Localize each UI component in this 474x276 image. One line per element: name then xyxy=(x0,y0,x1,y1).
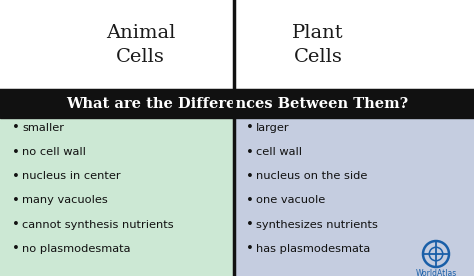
Text: Plant
Cells: Plant Cells xyxy=(292,24,344,66)
Bar xyxy=(0,90,474,118)
Text: •: • xyxy=(246,146,254,159)
Bar xyxy=(234,118,474,276)
Text: has plasmodesmata: has plasmodesmata xyxy=(256,244,370,254)
Text: cannot synthesis nutrients: cannot synthesis nutrients xyxy=(22,219,173,230)
Text: larger: larger xyxy=(256,123,290,133)
Text: •: • xyxy=(12,242,20,255)
Text: •: • xyxy=(246,194,254,207)
Text: synthesizes nutrients: synthesizes nutrients xyxy=(256,219,378,230)
Text: cell wall: cell wall xyxy=(256,147,302,157)
Text: smaller: smaller xyxy=(22,123,64,133)
Text: many vacuoles: many vacuoles xyxy=(22,195,108,205)
Bar xyxy=(0,0,474,90)
Text: •: • xyxy=(246,218,254,231)
Text: •: • xyxy=(246,242,254,255)
Text: •: • xyxy=(12,170,20,183)
Text: WorldAtlas: WorldAtlas xyxy=(415,269,456,276)
Text: no cell wall: no cell wall xyxy=(22,147,86,157)
Bar xyxy=(0,118,234,276)
Text: no plasmodesmata: no plasmodesmata xyxy=(22,244,130,254)
Text: nucleus in center: nucleus in center xyxy=(22,171,120,181)
Text: •: • xyxy=(12,121,20,134)
Text: •: • xyxy=(12,146,20,159)
Text: •: • xyxy=(12,218,20,231)
Text: nucleus on the side: nucleus on the side xyxy=(256,171,367,181)
Text: •: • xyxy=(246,170,254,183)
Text: What are the Differences Between Them?: What are the Differences Between Them? xyxy=(66,97,408,111)
Text: •: • xyxy=(246,121,254,134)
Text: one vacuole: one vacuole xyxy=(256,195,325,205)
Text: •: • xyxy=(12,194,20,207)
Text: Animal
Cells: Animal Cells xyxy=(106,24,175,66)
